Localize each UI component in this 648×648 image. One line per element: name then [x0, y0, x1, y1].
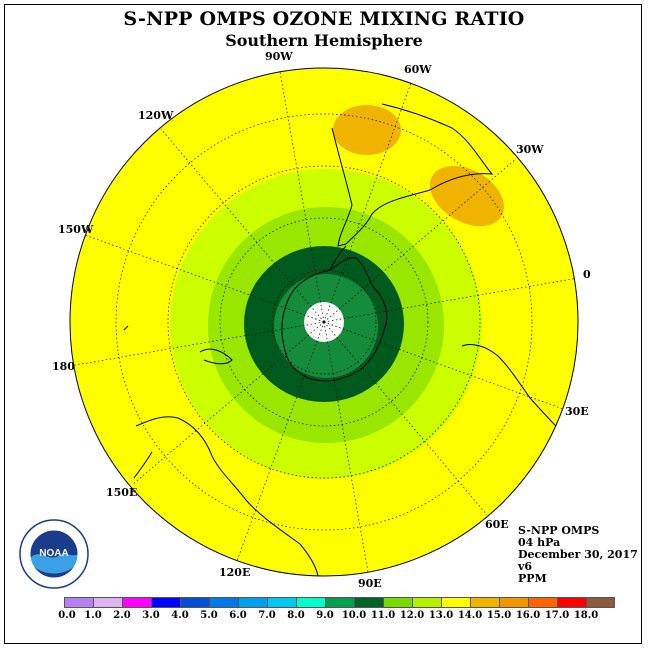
lon-label-30e: 30E [565, 405, 589, 418]
info-date: December 30, 2017 [518, 548, 638, 561]
color-scale-tick-label: 15.0 [486, 610, 512, 621]
color-swatch [64, 597, 93, 608]
high-ozone-patch [333, 105, 401, 155]
color-scale-tick-label: 5.0 [200, 610, 218, 621]
lon-label-120w: 120W [138, 109, 174, 122]
map-boundary [69, 67, 579, 577]
lon-label-90e: 90E [358, 577, 382, 590]
color-scale-tick-label: 11.0 [370, 610, 396, 621]
color-swatch [383, 597, 412, 608]
color-scale-tick-label: 9.0 [316, 610, 334, 621]
color-swatch [470, 597, 499, 608]
lon-label-90w: 90W [265, 50, 293, 63]
lon-label-0: 0 [583, 268, 591, 281]
color-swatch [122, 597, 151, 608]
color-swatch [325, 597, 354, 608]
color-scale-tick-label: 2.0 [113, 610, 131, 621]
info-units: PPM [518, 572, 547, 585]
color-swatch [151, 597, 180, 608]
color-swatch [267, 597, 296, 608]
info-version: v6 [518, 560, 533, 573]
color-scale-tick-label: 16.0 [515, 610, 541, 621]
color-scale-tick-label: 7.0 [258, 610, 276, 621]
coastlines [123, 103, 575, 576]
color-scale-tick-label: 3.0 [142, 610, 160, 621]
color-swatch [557, 597, 586, 608]
noaa-logo-text: NOAA [39, 548, 68, 559]
color-scale-tick-label: 0.0 [58, 610, 76, 621]
lon-label-30w: 30W [516, 143, 544, 156]
color-scale-tick-label: 1.0 [84, 610, 102, 621]
color-scale-tick-label: 6.0 [229, 610, 247, 621]
color-swatch [354, 597, 383, 608]
color-swatch [499, 597, 528, 608]
color-swatch [209, 597, 238, 608]
color-swatch [528, 597, 557, 608]
lon-label-150w: 150W [58, 223, 94, 236]
color-swatch [93, 597, 122, 608]
color-scale-tick-label: 18.0 [573, 610, 599, 621]
color-swatch [180, 597, 209, 608]
latitude-circles [115, 113, 533, 531]
color-swatch [586, 597, 615, 608]
color-scale-tick-label: 17.0 [544, 610, 570, 621]
lon-label-60w: 60W [404, 63, 432, 76]
map-title: S-NPP OMPS OZONE MIXING RATIO [123, 8, 525, 30]
color-swatch [441, 597, 470, 608]
color-swatch [238, 597, 267, 608]
map-frame [4, 4, 642, 644]
info-instrument: S-NPP OMPS [518, 524, 600, 537]
map-subtitle: Southern Hemisphere [225, 31, 423, 50]
meridians [70, 71, 578, 573]
color-scale-tick-label: 8.0 [287, 610, 305, 621]
color-scale-tick-label: 14.0 [457, 610, 483, 621]
color-scale-tick-label: 10.0 [341, 610, 367, 621]
lon-label-150e: 150E [106, 486, 138, 499]
lon-label-60e: 60E [485, 518, 509, 531]
color-swatch [412, 597, 441, 608]
color-swatch [296, 597, 325, 608]
info-level: 04 hPa [518, 536, 561, 549]
south-pole-marker [322, 320, 326, 324]
color-scale-bar [64, 597, 615, 608]
info-block: S-NPP OMPS 04 hPa December 30, 2017 v6 P… [518, 525, 638, 585]
color-scale-tick-label: 4.0 [171, 610, 189, 621]
noaa-logo-icon: NOAA [19, 519, 89, 589]
color-scale-tick-label: 13.0 [428, 610, 454, 621]
lon-label-120e: 120E [219, 566, 251, 579]
color-scale-tick-label: 12.0 [399, 610, 425, 621]
lon-label-180: 180 [52, 360, 75, 373]
